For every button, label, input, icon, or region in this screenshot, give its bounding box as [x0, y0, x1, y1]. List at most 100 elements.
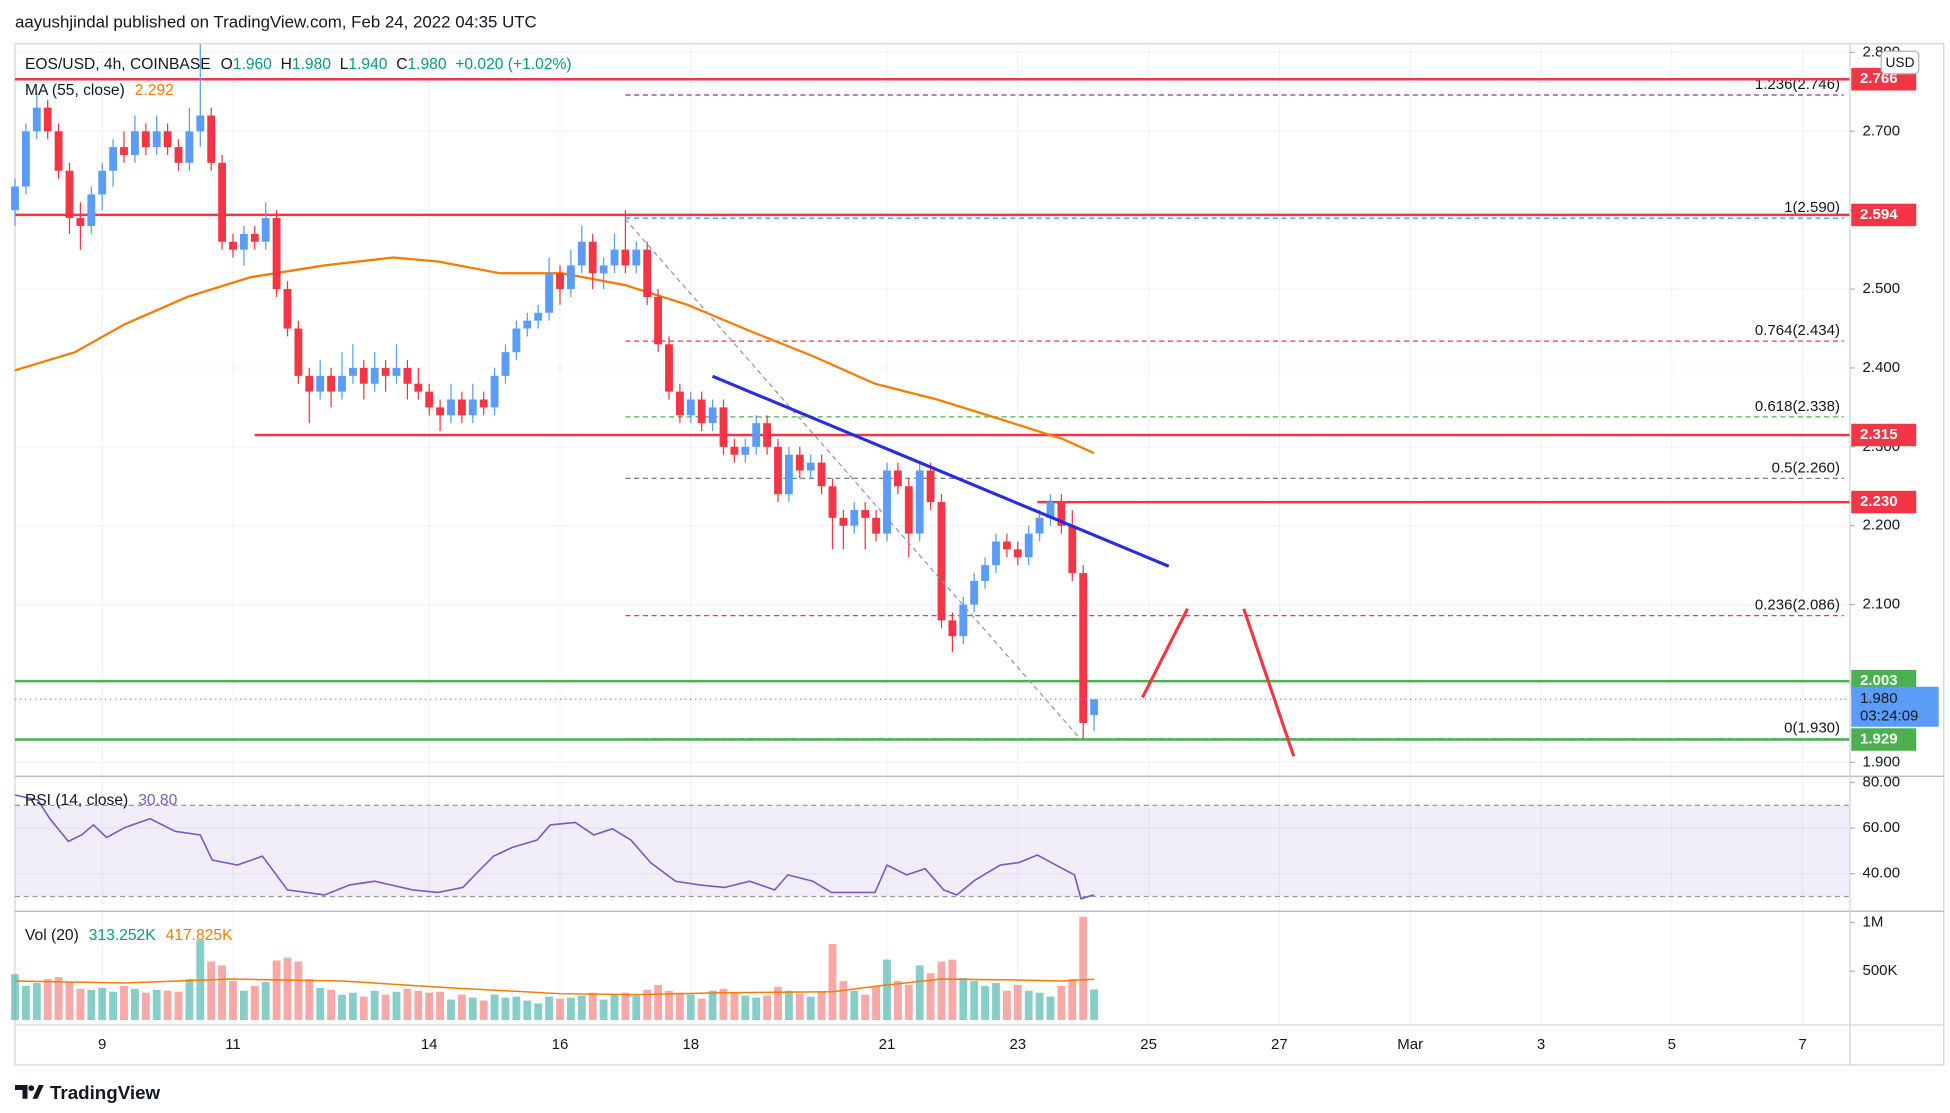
- volume-bar: [665, 990, 673, 1020]
- candle-body: [588, 241, 597, 274]
- volume-ma-line: [14, 978, 1095, 996]
- candle-body: [414, 383, 423, 392]
- candle-body: [1013, 549, 1022, 558]
- candle-body: [654, 296, 663, 345]
- grid: [15, 43, 1851, 1025]
- drawings: [624, 218, 1296, 757]
- volume-bar: [904, 984, 913, 1020]
- candle-body: [981, 565, 990, 581]
- volume-bar: [981, 985, 990, 1020]
- volume-bar: [610, 994, 619, 1020]
- volume-bar: [1090, 989, 1099, 1020]
- volume-bar: [87, 989, 96, 1020]
- volume-bar: [763, 995, 772, 1020]
- volume-bar: [588, 992, 597, 1020]
- main-legend: EOS/USD, 4h, COINBASE O1.960 H1.980 L1.940 C…: [25, 56, 572, 73]
- candle-body: [730, 446, 739, 455]
- volume-bar: [130, 988, 139, 1020]
- volume-bar: [468, 997, 477, 1020]
- x-tick-label: 7: [1798, 1036, 1806, 1053]
- x-tick-label: 14: [421, 1036, 438, 1053]
- candle-body: [76, 218, 85, 226]
- volume-bar: [708, 990, 717, 1020]
- volume-bar: [359, 996, 368, 1020]
- arrow-down: [1242, 608, 1296, 757]
- currency-box: [1880, 50, 1920, 75]
- candle-body: [948, 620, 957, 637]
- marks: 1.236(2.746)1(2.590)0.764(2.434)0.618(2.…: [11, 44, 1850, 1020]
- candle-body: [534, 312, 543, 321]
- candle-body: [883, 470, 891, 534]
- volume-bar: [741, 995, 750, 1020]
- x-tick-label: Mar: [1397, 1036, 1423, 1053]
- candle-body: [621, 249, 630, 266]
- volume-bar: [1035, 992, 1044, 1020]
- volume-bar: [1013, 984, 1022, 1020]
- volume-bar: [1002, 990, 1011, 1020]
- volume-bar: [992, 982, 1000, 1020]
- ohlc-key: H: [281, 56, 292, 73]
- candle-body: [327, 375, 336, 392]
- ohlc-key: C: [396, 56, 407, 73]
- x-tick-label: 23: [1009, 1036, 1026, 1053]
- badges: 2.766 2.594 2.315 2.230 2.003 1.929 1.98003:24…: [1851, 67, 1939, 751]
- volume-bar: [545, 996, 554, 1020]
- candle-body: [141, 131, 150, 148]
- change: +0.020 (+1.02%): [455, 56, 571, 73]
- volume-bar: [98, 987, 107, 1020]
- candle-body: [425, 391, 434, 408]
- volume-bar: [436, 991, 445, 1020]
- volume-bar: [566, 997, 575, 1020]
- candle-body: [239, 233, 248, 250]
- trend-line: [711, 374, 1170, 568]
- volume-bar: [381, 994, 390, 1020]
- candle-body: [403, 367, 412, 384]
- rsi-legend: RSI (14, close) 30.80: [25, 792, 178, 809]
- ma-legend: MA (55, close) 2.292: [25, 82, 174, 99]
- candle-body: [130, 131, 139, 155]
- countdown: 03:24:09: [1860, 708, 1918, 725]
- candle-body: [577, 241, 586, 266]
- candle-body: [904, 486, 913, 534]
- volume-bar: [207, 961, 216, 1020]
- x-tick-label: 9: [98, 1036, 106, 1053]
- candle-body: [970, 580, 979, 605]
- volume-bar: [403, 988, 412, 1020]
- candle-body: [915, 470, 924, 534]
- candle-body: [174, 147, 183, 163]
- level-badge: [1851, 490, 1917, 514]
- fib-label: 0.618(2.338): [1755, 398, 1840, 415]
- candle-body: [54, 131, 63, 171]
- candle-body: [861, 509, 870, 518]
- ohlc-key: L: [340, 56, 349, 73]
- candle-body: [338, 375, 346, 392]
- candle-body: [795, 454, 804, 471]
- candle-body: [152, 131, 161, 148]
- fib-label: 0(1.930): [1784, 720, 1840, 737]
- volume-bar: [174, 991, 183, 1020]
- level-label: 1.929: [1860, 730, 1898, 747]
- candle-body: [163, 131, 172, 148]
- volume-bar: [872, 985, 881, 1020]
- currency: USD: [1885, 55, 1914, 70]
- volume-bar: [218, 965, 227, 1020]
- logo-mark: [15, 1085, 28, 1099]
- volume-bar: [239, 990, 248, 1020]
- candle-body: [828, 486, 837, 518]
- candle-body: [610, 249, 619, 266]
- candle-body: [120, 147, 128, 155]
- volume-bar: [283, 957, 292, 1020]
- level-label: 2.315: [1860, 426, 1898, 443]
- header: aayushjindal published on TradingView.co…: [15, 13, 537, 32]
- y-tick-label: 2.200: [1863, 517, 1901, 534]
- level-label: 2.594: [1860, 206, 1898, 223]
- candle-body: [250, 233, 259, 242]
- symbol: EOS/USD, 4h, COINBASE: [25, 56, 211, 73]
- candle-body: [272, 218, 281, 290]
- candle-body: [839, 517, 848, 526]
- candle-body: [98, 170, 107, 195]
- volume-bar: [490, 994, 499, 1020]
- candle-body: [959, 604, 968, 637]
